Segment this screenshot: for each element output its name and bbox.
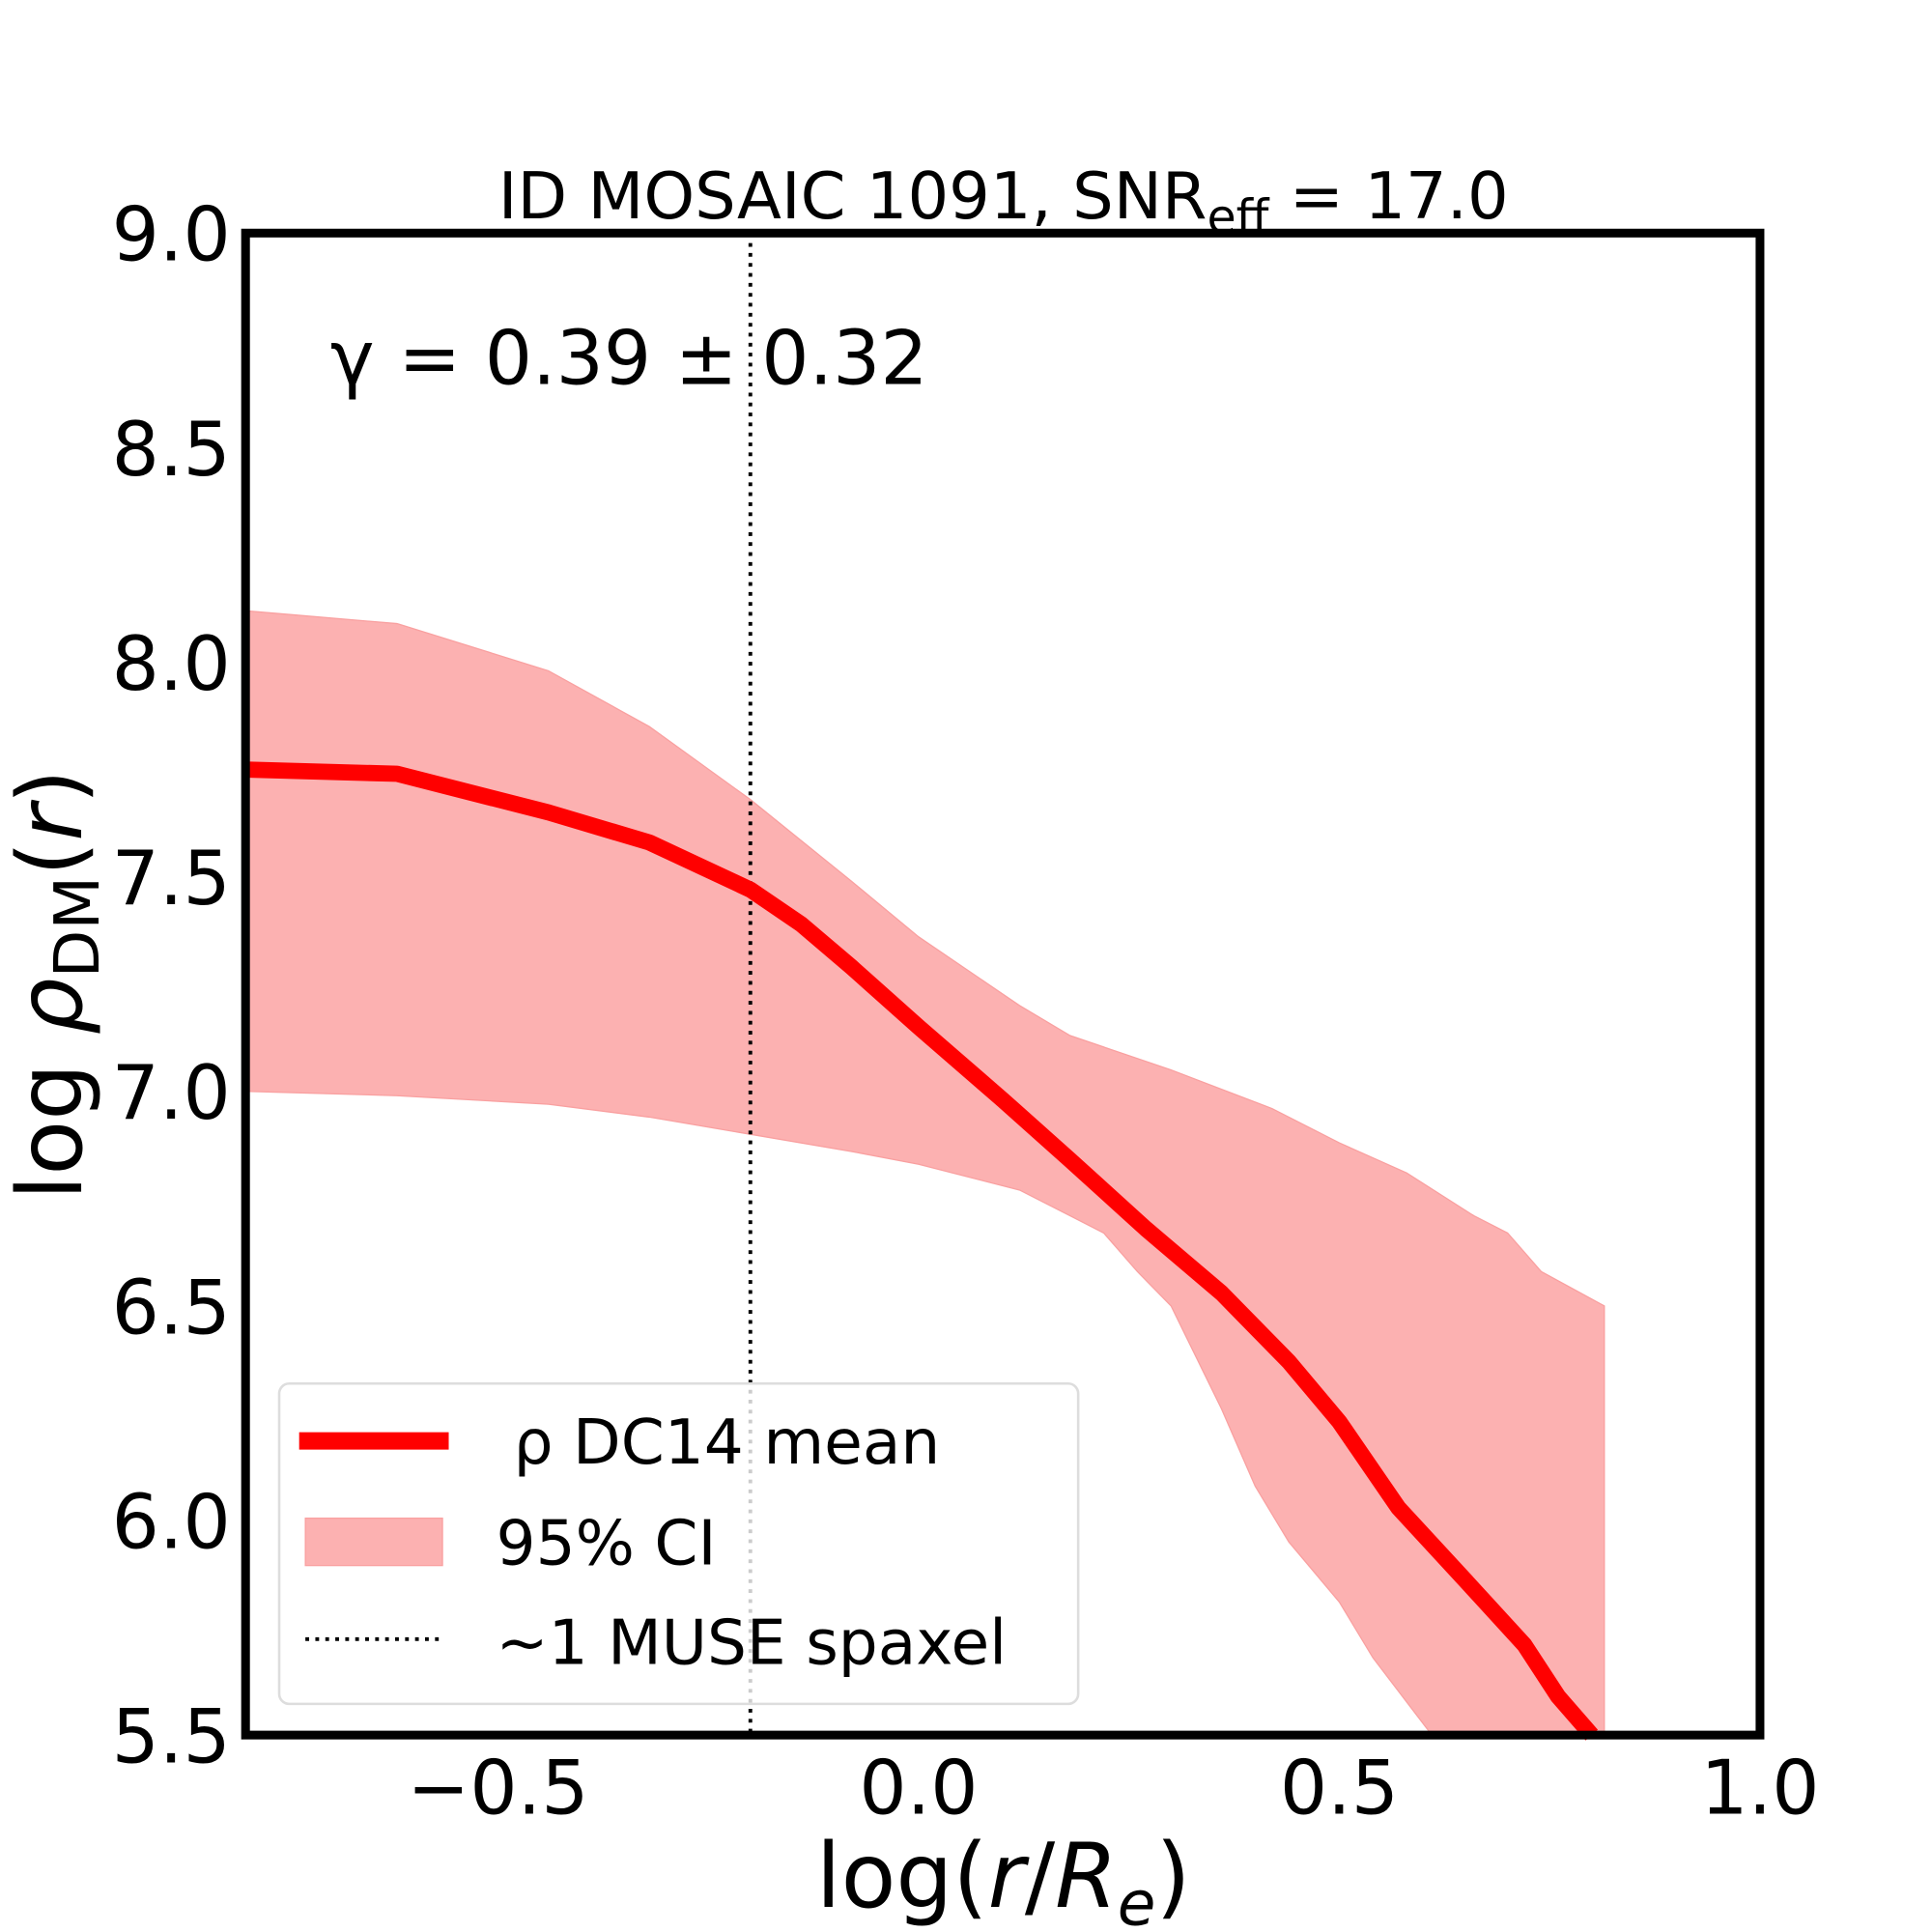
gamma-annotation: γ = 0.39 ± 0.32: [330, 315, 928, 402]
legend: ρ DC14 mean 95% CI ~1 MUSE spaxel: [277, 1381, 1080, 1706]
legend-mean-label: ρ DC14 mean: [514, 1406, 941, 1479]
y-tick-label: 8.0: [112, 621, 231, 708]
axes-frame: [241, 228, 1765, 1740]
y-axis-label: log ρDM(r): [0, 769, 114, 1200]
x-tick-label: −0.5: [407, 1745, 588, 1832]
chart-title: ID MOSAIC 1091, SNReff = 17.0: [498, 158, 1509, 244]
y-tick-label: 6.5: [112, 1264, 231, 1351]
y-tick-label: 6.0: [112, 1479, 231, 1566]
legend-ci-swatch: [304, 1517, 443, 1567]
y-tick-label: 7.5: [112, 836, 231, 923]
y-tick-label: 7.0: [112, 1050, 231, 1137]
mean-line: [244, 761, 1599, 1741]
y-tick-label: 8.5: [112, 407, 231, 494]
legend-box: [277, 1381, 1080, 1706]
x-axis-label: log(r/Re): [816, 1824, 1191, 1932]
x-tick-label: 0.0: [859, 1745, 978, 1832]
x-tick-label: 1.0: [1700, 1745, 1819, 1832]
legend-ci-label: 95% CI: [497, 1507, 717, 1579]
y-tick-label: 5.5: [112, 1694, 231, 1781]
legend-spaxel-label: ~1 MUSE spaxel: [497, 1607, 1008, 1680]
y-tick-label: 9.0: [112, 192, 231, 279]
x-tick-label: 0.5: [1280, 1745, 1399, 1832]
